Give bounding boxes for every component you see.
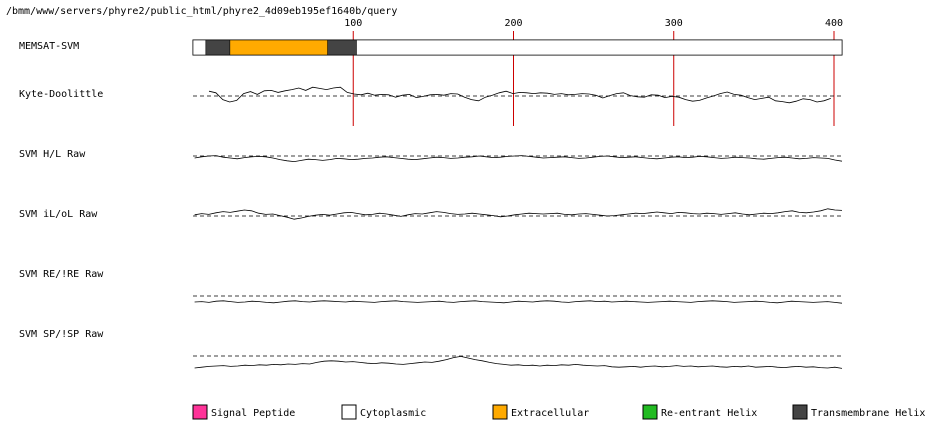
topology-segment bbox=[356, 39, 843, 56]
topology-segment bbox=[229, 39, 330, 56]
tracks: MEMSAT-SVM Kyte-Doolittle SVM H/L Raw SVM i… bbox=[19, 39, 843, 369]
track-4: SVM RE/!RE Raw bbox=[19, 269, 843, 304]
legend-swatch bbox=[642, 404, 658, 420]
legend-item: Transmembrane Helix bbox=[792, 404, 925, 420]
legend-item: Re-entrant Helix bbox=[642, 404, 757, 420]
legend-label: Transmembrane Helix bbox=[811, 408, 925, 419]
legend-item: Cytoplasmic bbox=[341, 404, 426, 420]
track-label: MEMSAT-SVM bbox=[19, 41, 79, 52]
legend-label: Extracellular bbox=[511, 408, 589, 419]
track-5: SVM SP/!SP Raw bbox=[19, 329, 843, 369]
track-label: Kyte-Doolittle bbox=[19, 89, 103, 100]
legend-label: Cytoplasmic bbox=[360, 408, 426, 419]
track-1: Kyte-Doolittle bbox=[19, 86, 842, 104]
profile-line bbox=[194, 300, 843, 304]
track-label: SVM RE/!RE Raw bbox=[19, 269, 104, 280]
profile-line bbox=[194, 355, 843, 369]
legend-swatch bbox=[341, 404, 357, 420]
track-2: SVM H/L Raw bbox=[19, 149, 843, 163]
ruler-tick-label: 400 bbox=[825, 18, 843, 29]
profile-line bbox=[208, 86, 831, 104]
track-label: SVM SP/!SP Raw bbox=[19, 329, 104, 340]
track-3: SVM iL/oL Raw bbox=[19, 208, 843, 220]
ruler-tick-label: 100 bbox=[344, 18, 362, 29]
legend-label: Re-entrant Helix bbox=[661, 408, 757, 419]
topology-segment bbox=[205, 39, 232, 56]
topology-segment bbox=[327, 39, 359, 56]
track-0: MEMSAT-SVM bbox=[19, 39, 843, 56]
track-label: SVM H/L Raw bbox=[19, 149, 86, 160]
query-path-label: /bmm/www/servers/phyre2/public_html/phyr… bbox=[6, 6, 397, 17]
ruler-tick-label: 200 bbox=[504, 18, 522, 29]
position-ruler: 100 200 300 400 bbox=[344, 18, 843, 126]
legend-swatch bbox=[192, 404, 208, 420]
legend: Signal Peptide Cytoplasmic Extracellular Re… bbox=[192, 404, 925, 420]
ruler-tick-label: 300 bbox=[665, 18, 683, 29]
legend-swatch bbox=[492, 404, 508, 420]
track-label: SVM iL/oL Raw bbox=[19, 209, 98, 220]
profile-line bbox=[194, 155, 843, 163]
legend-swatch bbox=[792, 404, 808, 420]
profile-line bbox=[194, 208, 843, 220]
legend-item: Extracellular bbox=[492, 404, 589, 420]
topology-segment bbox=[192, 39, 208, 56]
legend-label: Signal Peptide bbox=[211, 408, 295, 419]
legend-item: Signal Peptide bbox=[192, 404, 295, 420]
